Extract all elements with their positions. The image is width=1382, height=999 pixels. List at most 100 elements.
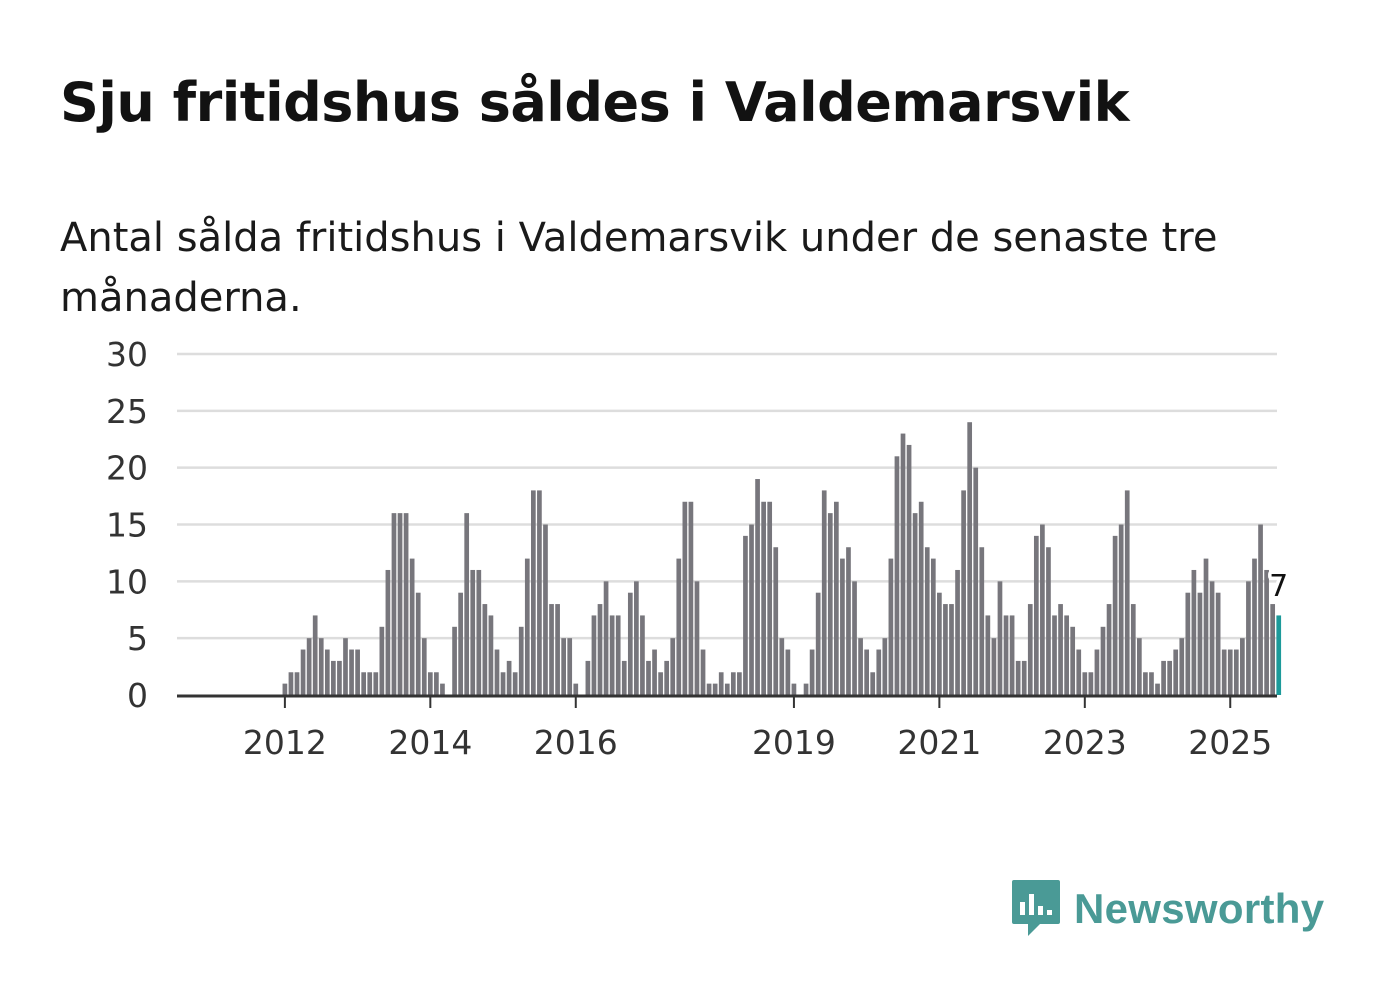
y-tick-label: 0 — [127, 676, 148, 715]
bar — [1124, 490, 1130, 695]
bar — [385, 569, 391, 695]
bar — [973, 467, 979, 695]
bar — [1185, 592, 1191, 695]
bar — [1003, 615, 1009, 695]
bar — [900, 433, 906, 695]
bar — [603, 581, 609, 695]
bar — [361, 672, 367, 695]
bar — [882, 638, 888, 695]
y-tick-label: 5 — [127, 619, 148, 658]
bar — [1046, 547, 1051, 695]
bar — [337, 660, 342, 695]
bar — [1052, 615, 1057, 695]
newsworthy-logo: Newsworthy — [1010, 878, 1324, 940]
bar — [573, 683, 579, 695]
bar — [718, 672, 724, 695]
bar — [318, 638, 324, 695]
bar — [1094, 649, 1100, 695]
bar — [652, 649, 657, 695]
bar — [1070, 626, 1076, 695]
bar — [961, 490, 966, 695]
bar — [288, 672, 294, 695]
brand-name: Newsworthy — [1074, 885, 1325, 932]
bar — [1252, 558, 1257, 695]
bar — [1027, 604, 1033, 695]
bar — [930, 558, 936, 695]
bar — [531, 490, 536, 695]
bar — [1233, 649, 1239, 695]
bar — [1258, 524, 1263, 695]
bar — [985, 615, 991, 695]
bar — [306, 638, 312, 695]
bar — [494, 649, 500, 695]
bar — [1173, 649, 1179, 695]
bar — [1033, 535, 1039, 695]
bar — [415, 592, 421, 695]
bar — [676, 558, 682, 695]
bar — [767, 501, 773, 695]
chart-subtitle: Antal sålda fritidshus i Valdemarsvik un… — [60, 215, 1218, 321]
bar — [761, 501, 766, 695]
bar — [834, 501, 839, 695]
bar — [1209, 581, 1215, 695]
bar — [1058, 604, 1063, 695]
bar — [421, 638, 427, 695]
x-tick-label: 2016 — [534, 723, 618, 762]
bar — [870, 672, 876, 695]
bar — [1143, 672, 1148, 695]
bar — [506, 660, 512, 695]
bar — [300, 649, 306, 695]
bar — [367, 672, 373, 695]
bar — [549, 604, 554, 695]
bar — [373, 672, 379, 695]
bar — [1179, 638, 1185, 695]
bar — [670, 638, 676, 695]
bar — [737, 672, 742, 695]
bar — [864, 649, 869, 695]
bar — [640, 615, 645, 695]
bar — [524, 558, 530, 695]
bar — [1197, 592, 1203, 695]
bar — [615, 615, 621, 695]
y-tick-label: 20 — [106, 449, 148, 488]
bar — [646, 660, 651, 695]
bar — [555, 604, 560, 695]
highlight-value-label: 7 — [1269, 569, 1288, 604]
bar — [1015, 660, 1021, 695]
bar — [1076, 649, 1082, 695]
bar — [967, 422, 973, 695]
bar — [609, 615, 615, 695]
bar — [1215, 592, 1221, 695]
bar — [543, 524, 548, 695]
bar — [1155, 683, 1160, 695]
bar — [888, 558, 894, 695]
bar — [512, 672, 518, 695]
bar — [1118, 524, 1124, 695]
bar — [815, 592, 821, 695]
bar — [518, 626, 524, 695]
bar — [743, 535, 748, 695]
bar — [324, 649, 330, 695]
bar — [706, 683, 712, 695]
bar — [658, 672, 663, 695]
bar — [1082, 672, 1088, 695]
bar — [403, 513, 409, 695]
bar — [858, 638, 863, 695]
newsworthy-logo-icon — [1012, 880, 1060, 936]
x-tick-label: 2021 — [897, 723, 981, 762]
x-tick-label: 2012 — [243, 723, 327, 762]
bar — [894, 456, 900, 695]
bar — [597, 604, 603, 695]
bar — [397, 513, 403, 695]
bar — [1009, 615, 1015, 695]
bar — [1240, 638, 1245, 695]
bar — [1270, 604, 1276, 695]
bar — [1137, 638, 1142, 695]
bar — [1088, 672, 1094, 695]
bar — [1221, 649, 1227, 695]
y-axis-ticks: 0 5 10 15 20 25 30 — [106, 335, 148, 715]
bar — [755, 479, 760, 695]
bar — [591, 615, 597, 695]
x-tick-label: 2023 — [1043, 723, 1127, 762]
